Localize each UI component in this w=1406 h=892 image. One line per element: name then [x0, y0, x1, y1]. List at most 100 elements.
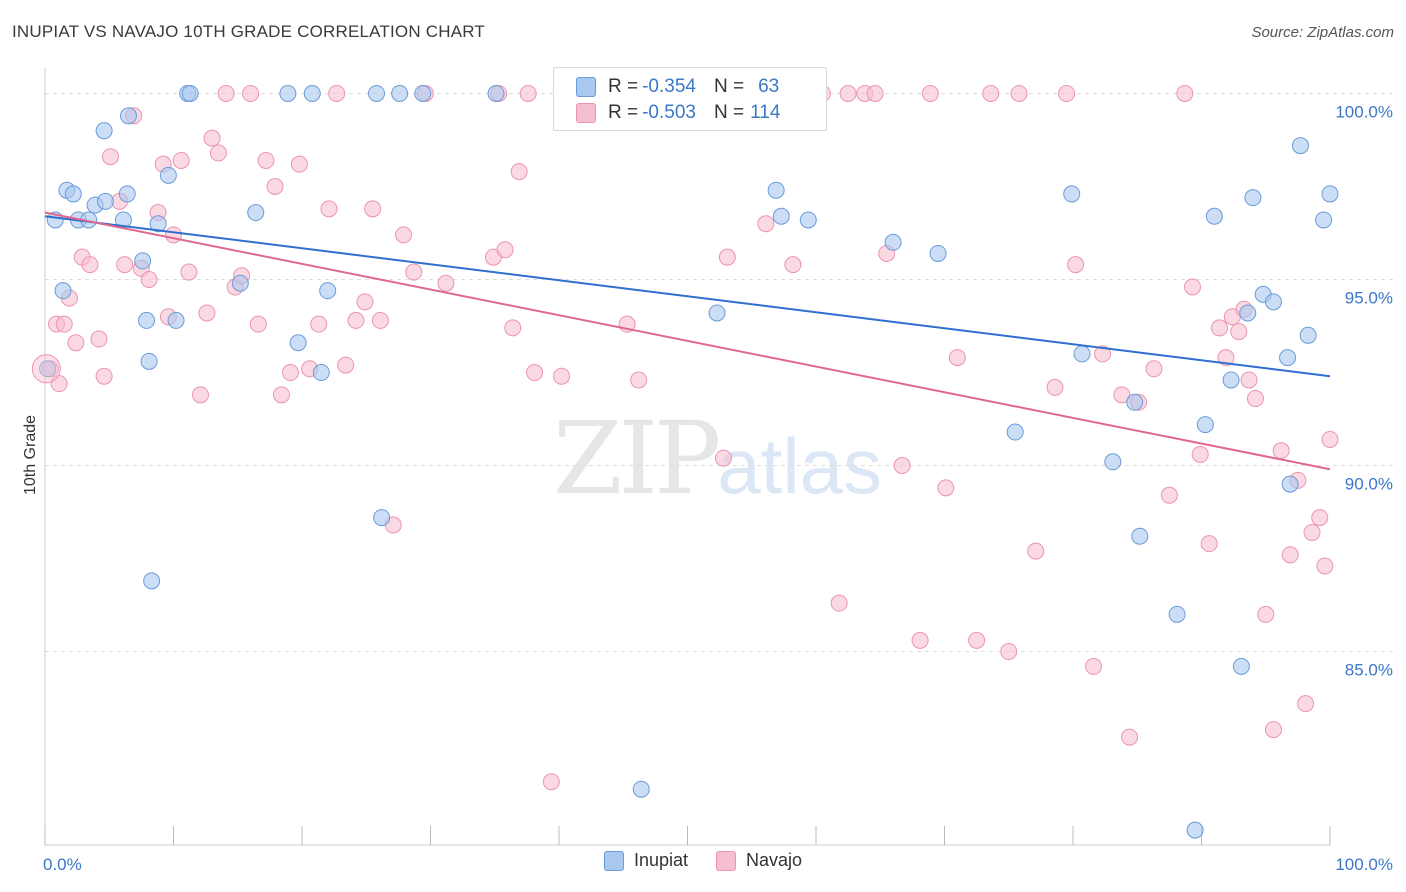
inupiat-point	[1186, 821, 1204, 839]
inupiat-point	[373, 509, 391, 527]
navajo-point	[191, 386, 209, 404]
navajo-point	[310, 315, 328, 333]
navajo-point	[320, 200, 338, 218]
y-tick-label: 85.0%	[1345, 661, 1393, 680]
navajo-point	[510, 163, 528, 181]
y-axis-title: 10th Grade	[22, 415, 39, 495]
navajo-point	[272, 386, 290, 404]
navajo-point	[830, 594, 848, 612]
navajo-point	[893, 457, 911, 475]
inupiat-point	[319, 282, 337, 300]
navajo-point	[1217, 349, 1235, 367]
inupiat-point	[1196, 416, 1214, 434]
inupiat-point	[1073, 345, 1091, 363]
navajo-point	[217, 84, 235, 102]
legend-label-inupiat: Inupiat	[633, 850, 688, 870]
navajo-point	[1246, 390, 1264, 408]
inupiat-point	[368, 84, 386, 102]
inupiat-point	[1264, 293, 1282, 311]
r-label: R =	[608, 102, 639, 123]
navajo-point	[1281, 546, 1299, 564]
inupiat-point	[1239, 304, 1257, 322]
navajo-point	[180, 263, 198, 281]
navajo-point	[921, 84, 939, 102]
navajo-point	[839, 84, 857, 102]
inupiat-point	[884, 233, 902, 251]
y-tick-label: 95.0%	[1345, 289, 1393, 308]
navajo-point	[116, 256, 134, 274]
inupiat-point	[1299, 326, 1317, 344]
navajo-point	[542, 773, 560, 791]
inupiat-point	[1131, 527, 1149, 545]
navajo-point	[526, 364, 544, 382]
navajo-point	[937, 479, 955, 497]
inupiat-point	[1321, 185, 1339, 203]
n-label: N =	[713, 76, 745, 97]
navajo-point	[1160, 486, 1178, 504]
legend-row-inupiat: R = -0.354 N = 63	[576, 74, 779, 100]
n-value: 114	[750, 102, 781, 123]
inupiat-point	[118, 185, 136, 203]
navajo-point	[553, 367, 571, 385]
inupiat-point	[303, 84, 321, 102]
inupiat-point	[247, 204, 265, 222]
inupiat-point	[391, 84, 409, 102]
navajo-point	[496, 241, 514, 259]
inupiat-point	[1222, 371, 1240, 389]
navajo-point	[1230, 323, 1248, 341]
navajo-point	[242, 84, 260, 102]
series-legend: Inupiat Navajo	[0, 850, 1406, 871]
navajo-point	[519, 84, 537, 102]
r-value: -0.354	[642, 76, 696, 97]
navajo-point	[504, 319, 522, 337]
inupiat-point	[289, 334, 307, 352]
navajo-point	[371, 311, 389, 329]
navajo-point	[102, 148, 120, 166]
x-tick-label: 100.0%	[1335, 855, 1393, 874]
inupiat-swatch	[603, 850, 624, 871]
inupiat-point	[1126, 393, 1144, 411]
inupiat-point	[1168, 605, 1186, 623]
inupiat-point	[1232, 657, 1250, 675]
inupiat-point	[167, 311, 185, 329]
inupiat-point	[159, 166, 177, 184]
navajo-point	[714, 449, 732, 467]
inupiat-point	[1291, 137, 1309, 155]
inupiat-point	[1315, 211, 1333, 229]
navajo-point	[405, 263, 423, 281]
r-label: R =	[608, 76, 639, 97]
inupiat-point	[799, 211, 817, 229]
navajo-point	[1257, 605, 1275, 623]
navajo-point	[81, 256, 99, 274]
navajo-point	[1000, 643, 1018, 661]
inupiat-point	[138, 311, 156, 329]
navajo-point	[1316, 557, 1334, 575]
n-value: 63	[758, 76, 780, 97]
navajo-point	[757, 215, 775, 233]
navajo-point	[1210, 319, 1228, 337]
inupiat-point	[279, 84, 297, 102]
navajo-point	[1311, 509, 1329, 527]
navajo-point	[437, 274, 455, 292]
y-tick-label: 90.0%	[1345, 475, 1393, 494]
navajo-point	[630, 371, 648, 389]
navajo-point	[257, 151, 275, 169]
navajo-point	[203, 129, 221, 147]
inupiat-point	[1063, 185, 1081, 203]
navajo-point	[1046, 378, 1064, 396]
y-tick-label: 100.0%	[1335, 102, 1393, 121]
legend-label-navajo: Navajo	[746, 850, 803, 870]
navajo-point	[290, 155, 308, 173]
navajo-point	[249, 315, 267, 333]
navajo-point	[948, 349, 966, 367]
inupiat-point	[1244, 189, 1262, 207]
navajo-point	[1121, 728, 1139, 746]
inupiat-point	[767, 181, 785, 199]
r-value: -0.503	[642, 102, 696, 123]
inupiat-point	[54, 282, 72, 300]
navajo-point	[1240, 371, 1258, 389]
navajo-point	[95, 367, 113, 385]
navajo-swatch	[716, 850, 736, 871]
inupiat-point	[414, 84, 432, 102]
legend-row-navajo: R = -0.503 N = 114	[576, 100, 780, 126]
